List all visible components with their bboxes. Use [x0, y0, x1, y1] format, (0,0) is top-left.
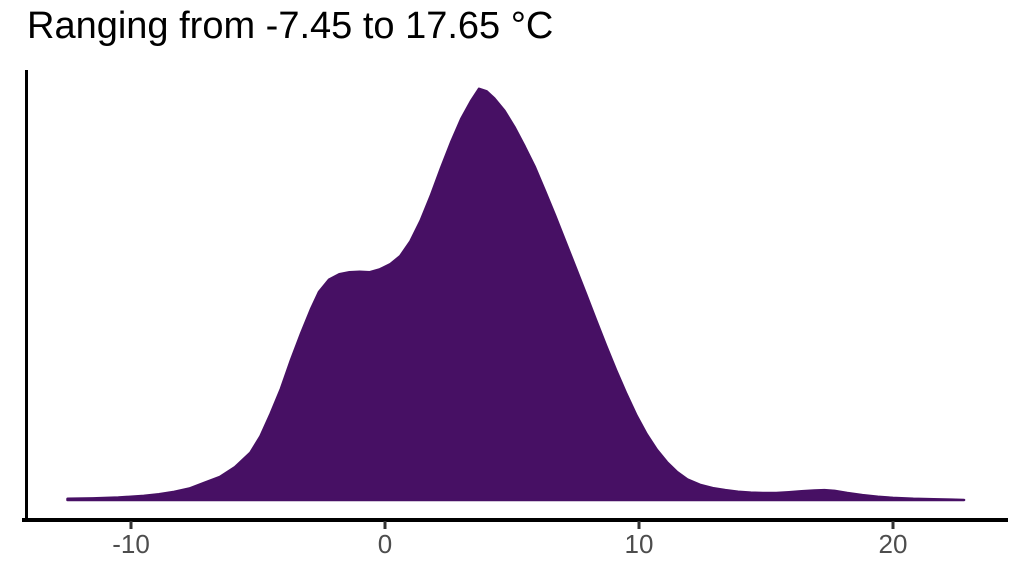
density-area [66, 87, 966, 502]
chart-title: Ranging from -7.45 to 17.65 °C [27, 5, 554, 47]
x-tick-label: -10 [112, 529, 150, 559]
x-tick-label: 0 [378, 529, 392, 559]
x-tick-label: 20 [879, 529, 908, 559]
x-axis-ticks: -10 0 10 20 [112, 521, 907, 559]
x-tick-label: 10 [625, 529, 654, 559]
